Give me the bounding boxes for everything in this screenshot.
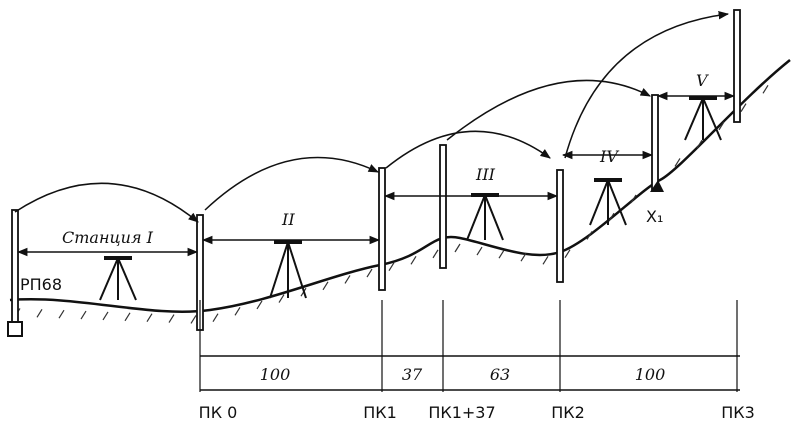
tripod-legs xyxy=(684,97,722,141)
levelling-staff xyxy=(651,94,659,191)
staff-base xyxy=(7,321,23,337)
picket-label: ПК1 xyxy=(363,403,397,422)
levelling-staff xyxy=(439,144,447,269)
ground-profile xyxy=(9,59,791,313)
hatch xyxy=(212,313,219,322)
station-label: III xyxy=(475,165,496,184)
levelling-staff xyxy=(733,9,741,123)
hatch xyxy=(80,310,87,320)
distance-label: 37 xyxy=(402,365,423,384)
hatch xyxy=(168,314,175,323)
point-marker xyxy=(650,180,664,192)
hatch xyxy=(124,312,131,322)
station-label: Станция I xyxy=(62,228,154,247)
hatch xyxy=(366,268,373,278)
hatch xyxy=(58,309,65,319)
hatch xyxy=(740,103,747,112)
hatch xyxy=(454,243,461,253)
hatch xyxy=(322,281,329,291)
benchmark-label: РП68 xyxy=(20,275,62,294)
hatch xyxy=(476,246,483,256)
levelling-staff xyxy=(556,169,564,283)
hatch xyxy=(410,255,417,265)
transfer-arc xyxy=(204,156,379,211)
hatch xyxy=(234,306,241,316)
hatch xyxy=(36,308,43,318)
transfer-arc xyxy=(385,130,551,169)
hatch xyxy=(498,249,505,259)
hatch xyxy=(344,275,351,284)
transfer-arc xyxy=(564,11,730,159)
tripod-legs xyxy=(466,194,504,241)
levelling-staff xyxy=(11,209,19,331)
hatch xyxy=(256,300,263,310)
hatch xyxy=(674,158,681,167)
distance-label: 100 xyxy=(635,365,666,384)
station-label: V xyxy=(696,71,709,90)
station-label: II xyxy=(281,210,295,229)
distance-label: 100 xyxy=(260,365,291,384)
hatch xyxy=(432,249,439,259)
hatch xyxy=(520,252,527,262)
tripod-legs xyxy=(269,241,307,299)
transfer-arc xyxy=(14,182,199,223)
hatch xyxy=(630,194,637,204)
hatch xyxy=(718,121,725,131)
hatch xyxy=(190,315,197,324)
hatch xyxy=(388,262,395,271)
hatch xyxy=(278,294,285,303)
hatch xyxy=(586,231,593,240)
hatch xyxy=(762,85,769,94)
hatch xyxy=(542,256,549,265)
transfer-arc xyxy=(446,79,651,141)
hatch xyxy=(696,139,703,149)
tripod-legs xyxy=(99,257,137,301)
distance-label: 63 xyxy=(490,365,510,384)
picket-label: ПК3 xyxy=(721,403,755,422)
picket-label: ПК2 xyxy=(551,403,585,422)
hatch xyxy=(146,313,153,322)
levelling-staff xyxy=(378,167,386,291)
picket-label: ПК1+37 xyxy=(428,403,495,422)
picket-label: ПК 0 xyxy=(199,403,238,422)
tripod-legs xyxy=(589,179,627,226)
hatch xyxy=(102,311,109,321)
hatch xyxy=(608,212,615,222)
station-label: IV xyxy=(599,147,619,166)
hatch xyxy=(564,249,571,259)
point-label: X₁ xyxy=(646,207,663,226)
